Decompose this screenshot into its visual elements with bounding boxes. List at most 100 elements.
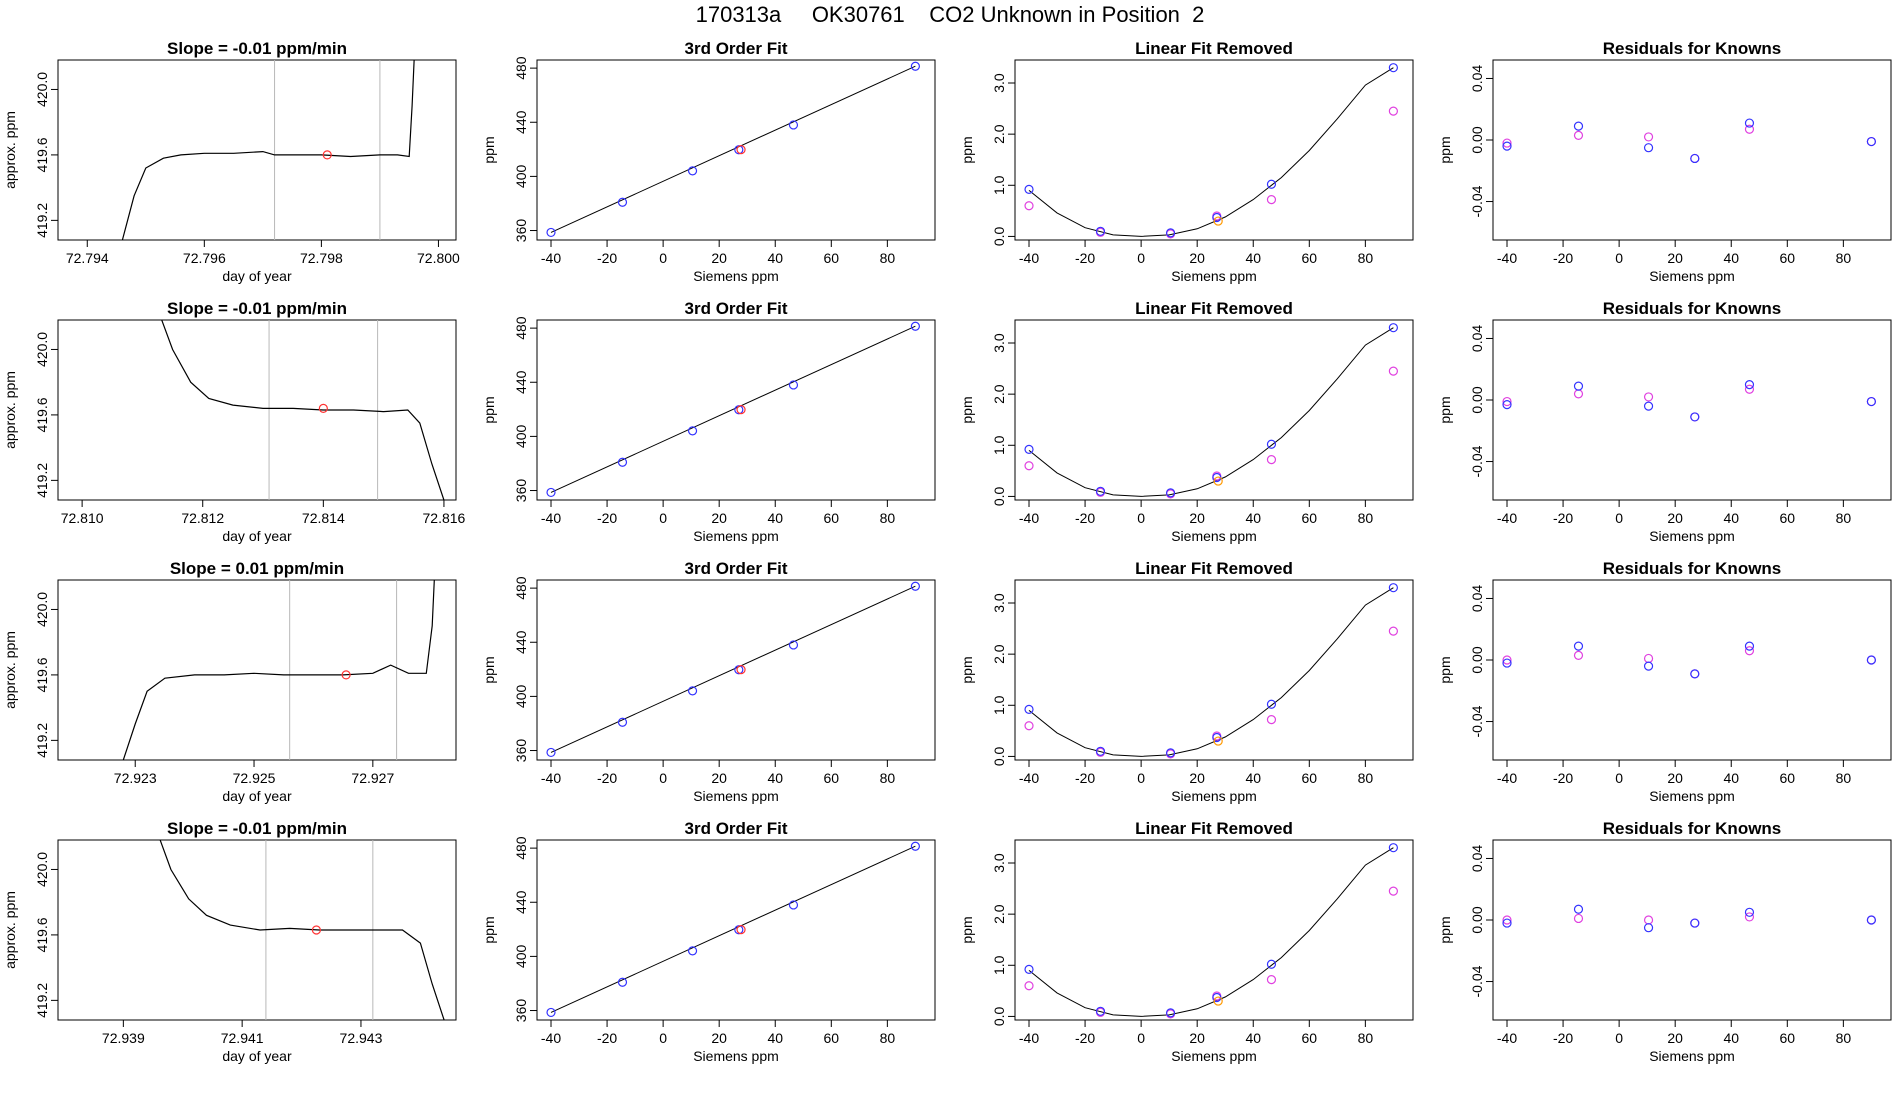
plot-r1c4-ylabel: ppm <box>1437 136 1453 163</box>
plot-r1c1-xtick-label: 72.798 <box>300 250 343 266</box>
plot-r4c4-xtick-label: 40 <box>1723 1030 1739 1046</box>
plot-r3c1-trace-line <box>122 580 435 760</box>
plot-r1c3-ytick-label: 3.0 <box>991 73 1007 93</box>
plot-r3c2-fit-line <box>550 585 916 753</box>
plot-r3c2-known-point <box>788 640 799 650</box>
plot-r3c2-title: 3rd Order Fit <box>685 559 788 578</box>
plot-r1c2-known-point <box>910 61 920 71</box>
plot-r1c2-xtick-label: 20 <box>711 250 727 266</box>
plot-r1c3-known-point <box>1095 226 1106 236</box>
plot-r1c2-ylabel: ppm <box>481 136 497 163</box>
plot-r2c2-xtick-label: 0 <box>659 510 667 526</box>
plot-r1c4-xtick-label: 80 <box>1836 250 1852 266</box>
plot-r4c4-xtick-label: 0 <box>1615 1030 1623 1046</box>
plot-r3c1-xtick-label: 72.927 <box>351 770 394 786</box>
plot-r4c4-frame <box>1492 839 1892 1021</box>
plot-r2c2-xtick-label: 80 <box>880 510 896 526</box>
plot-r1c2-xtick-label: -20 <box>597 250 617 266</box>
plot-r3c3-xtick-label: -40 <box>1019 770 1039 786</box>
plot-r1c2-xtick-label: 0 <box>659 250 667 266</box>
plot-r1c1-ytick-label: 419.6 <box>34 137 50 172</box>
plot-r2c3-xtick-label: -40 <box>1019 510 1039 526</box>
plot-r3c3-xlabel: Siemens ppm <box>1171 788 1257 804</box>
plot-r2c3-frame <box>1014 319 1414 501</box>
plot-r1c4-xtick-label: -40 <box>1497 250 1517 266</box>
plot-r3c4-xtick-label: 0 <box>1615 770 1623 786</box>
plot-r2c4-xtick-label: 60 <box>1780 510 1796 526</box>
plot-r2c3-unknown-point <box>1213 476 1223 486</box>
plot-r3c4-xtick-label: -20 <box>1553 770 1573 786</box>
plot-r2c3-known-point <box>1095 486 1106 496</box>
plot-r4c1-ytick-label: 419.2 <box>34 983 50 1018</box>
plot-r1c3-ylabel: ppm <box>959 136 975 163</box>
plot-r2c2-known-point <box>546 487 556 498</box>
plot-r2c2-xtick-label: 40 <box>767 510 783 526</box>
plot-r3c1-xlabel: day of year <box>222 788 292 804</box>
plot-r2c1-ytick-label: 419.6 <box>34 397 50 432</box>
plot-r3c4-known-point <box>1643 661 1654 671</box>
plot-r3c1-xtick-label: 72.925 <box>233 770 276 786</box>
plot-r2c4-known-point <box>1643 401 1654 411</box>
plot-r2c4-ylabel: ppm <box>1437 396 1453 423</box>
plot-r1c3-known-point <box>1024 184 1034 194</box>
plot-r4c4-residual-point <box>1744 912 1755 922</box>
plot-r3c2-xlabel: Siemens ppm <box>693 788 779 804</box>
plot-r3c1-frame <box>57 579 457 761</box>
plot-r3c3-ytick-label: 3.0 <box>991 593 1007 613</box>
plot-r3c4-xtick-label: 80 <box>1836 770 1852 786</box>
plot-r1c2-xlabel: Siemens ppm <box>693 268 779 284</box>
plot-r1c1-title: Slope = -0.01 ppm/min <box>167 39 347 58</box>
plot-r1c1-xlabel: day of year <box>222 268 292 284</box>
plot-r2c1-ytick-label: 419.2 <box>34 463 50 498</box>
plot-r2c3-ytick-label: 1.0 <box>991 435 1007 455</box>
plot-r4c3-xtick-label: 80 <box>1358 1030 1374 1046</box>
plot-r4c2-known-point <box>617 977 628 987</box>
plot-r2c3-xtick-label: 40 <box>1245 510 1261 526</box>
plot-r1c3-ytick-label: 2.0 <box>991 124 1007 144</box>
plot-r2c3-xtick-label: 20 <box>1189 510 1205 526</box>
plot-r2c4-known-point <box>1744 380 1755 390</box>
plot-r1c2-xtick-label: -40 <box>541 250 561 266</box>
plot-r1c2-ytick-label: 400 <box>513 164 529 188</box>
plot-r4c2-xlabel: Siemens ppm <box>693 1048 779 1064</box>
plot-r4c4-xtick-label: -20 <box>1553 1030 1573 1046</box>
plot-r2c3-residual-point <box>1266 455 1277 465</box>
plot-r1c2-xtick-label: 60 <box>824 250 840 266</box>
plot-r1c4-xtick-label: -20 <box>1553 250 1573 266</box>
plot-r4c4-title: Residuals for Knowns <box>1603 819 1782 838</box>
plot-r2c4-residual-point <box>1643 392 1654 402</box>
plot-r3c4-ylabel: ppm <box>1437 656 1453 683</box>
plot-r4c3-known-point <box>1095 1006 1106 1016</box>
plot-r3c2-ytick-label: 360 <box>513 739 529 763</box>
plot-r1c3-xtick-label: 40 <box>1245 250 1261 266</box>
plot-r3c1-ytick-label: 419.2 <box>34 723 50 758</box>
plot-r3c2-ytick-label: 440 <box>513 630 529 654</box>
plot-r1c4-known-point <box>1866 136 1876 147</box>
plot-r4c4-xlabel: Siemens ppm <box>1649 1048 1735 1064</box>
plot-r3c3-unknown-point <box>1213 736 1223 746</box>
plot-r2c3-residual-point <box>1388 366 1398 376</box>
plot-r2c4-known-point <box>1690 412 1700 422</box>
plot-r2c2-frame <box>536 319 936 501</box>
plot-r1c1-ytick-label: 419.2 <box>34 203 50 238</box>
plot-r1c2-title: 3rd Order Fit <box>685 39 788 58</box>
plot-r4c1-frame <box>57 839 457 1021</box>
plot-r4c2-ytick-label: 400 <box>513 944 529 968</box>
plot-r4c3-residual-point <box>1024 981 1034 991</box>
plot-r4c4-known-point <box>1866 915 1876 925</box>
plot-r1c2-fit-line <box>550 65 916 233</box>
plot-r4c2-known-point <box>546 1007 556 1018</box>
plot-r1c3-frame <box>1014 59 1414 241</box>
plot-r4c2-xtick-label: 60 <box>824 1030 840 1046</box>
plot-r3c3-frame <box>1014 579 1414 761</box>
plot-r2c2-xtick-label: -20 <box>597 510 617 526</box>
plot-r4c2-known-point <box>687 946 698 956</box>
plot-r3c3-xtick-label: 20 <box>1189 770 1205 786</box>
plot-r1c4-residual-point <box>1643 132 1654 142</box>
plot-r4c3-xtick-label: -20 <box>1075 1030 1095 1046</box>
plot-r1c4-ytick-label: 0.00 <box>1469 126 1485 153</box>
plot-r3c3-residual-point <box>1266 715 1277 725</box>
plot-r3c4-known-point <box>1744 641 1755 651</box>
plot-r2c4-xlabel: Siemens ppm <box>1649 528 1735 544</box>
